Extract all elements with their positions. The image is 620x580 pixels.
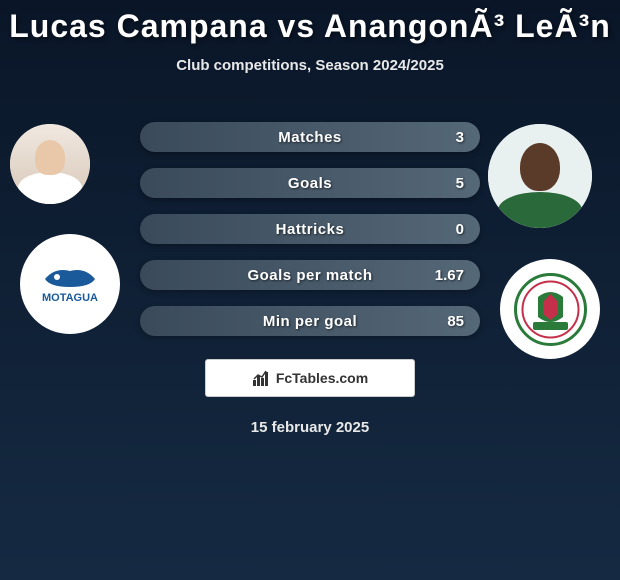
- stat-value: 0: [456, 221, 464, 238]
- stat-row-goals: Goals 5: [140, 168, 480, 198]
- player1-avatar: [10, 124, 90, 204]
- club1-logo-image: MOTAGUA: [35, 259, 105, 309]
- stat-label: Goals per match: [247, 267, 372, 284]
- site-badge[interactable]: FcTables.com: [205, 359, 415, 397]
- club2-logo-image: [513, 272, 588, 347]
- club1-logo: MOTAGUA: [20, 234, 120, 334]
- stat-row-hattricks: Hattricks 0: [140, 214, 480, 244]
- player1-photo: [10, 124, 90, 204]
- stat-label: Hattricks: [276, 221, 345, 238]
- stat-value: 3: [456, 129, 464, 146]
- stat-label: Matches: [278, 129, 342, 146]
- chart-icon: [252, 369, 270, 387]
- page-title: Lucas Campana vs AnangonÃ³ LeÃ³n: [0, 0, 620, 45]
- stat-label: Min per goal: [263, 313, 357, 330]
- club2-logo: [500, 259, 600, 359]
- stat-row-goals-per-match: Goals per match 1.67: [140, 260, 480, 290]
- player2-photo: [488, 124, 592, 228]
- page-subtitle: Club competitions, Season 2024/2025: [0, 57, 620, 74]
- stat-value: 1.67: [435, 267, 464, 284]
- stat-row-min-per-goal: Min per goal 85: [140, 306, 480, 336]
- stat-value: 85: [447, 313, 464, 330]
- stats-container: Matches 3 Goals 5 Hattricks 0 Goals per …: [140, 122, 480, 352]
- svg-text:MOTAGUA: MOTAGUA: [42, 292, 98, 304]
- content-area: MOTAGUA Matches 3 Goals 5 Hattricks 0: [0, 104, 620, 454]
- footer-date: 15 february 2025: [251, 419, 369, 436]
- site-name: FcTables.com: [276, 370, 368, 386]
- stat-value: 5: [456, 175, 464, 192]
- stat-row-matches: Matches 3: [140, 122, 480, 152]
- player2-avatar: [488, 124, 592, 228]
- stat-label: Goals: [288, 175, 332, 192]
